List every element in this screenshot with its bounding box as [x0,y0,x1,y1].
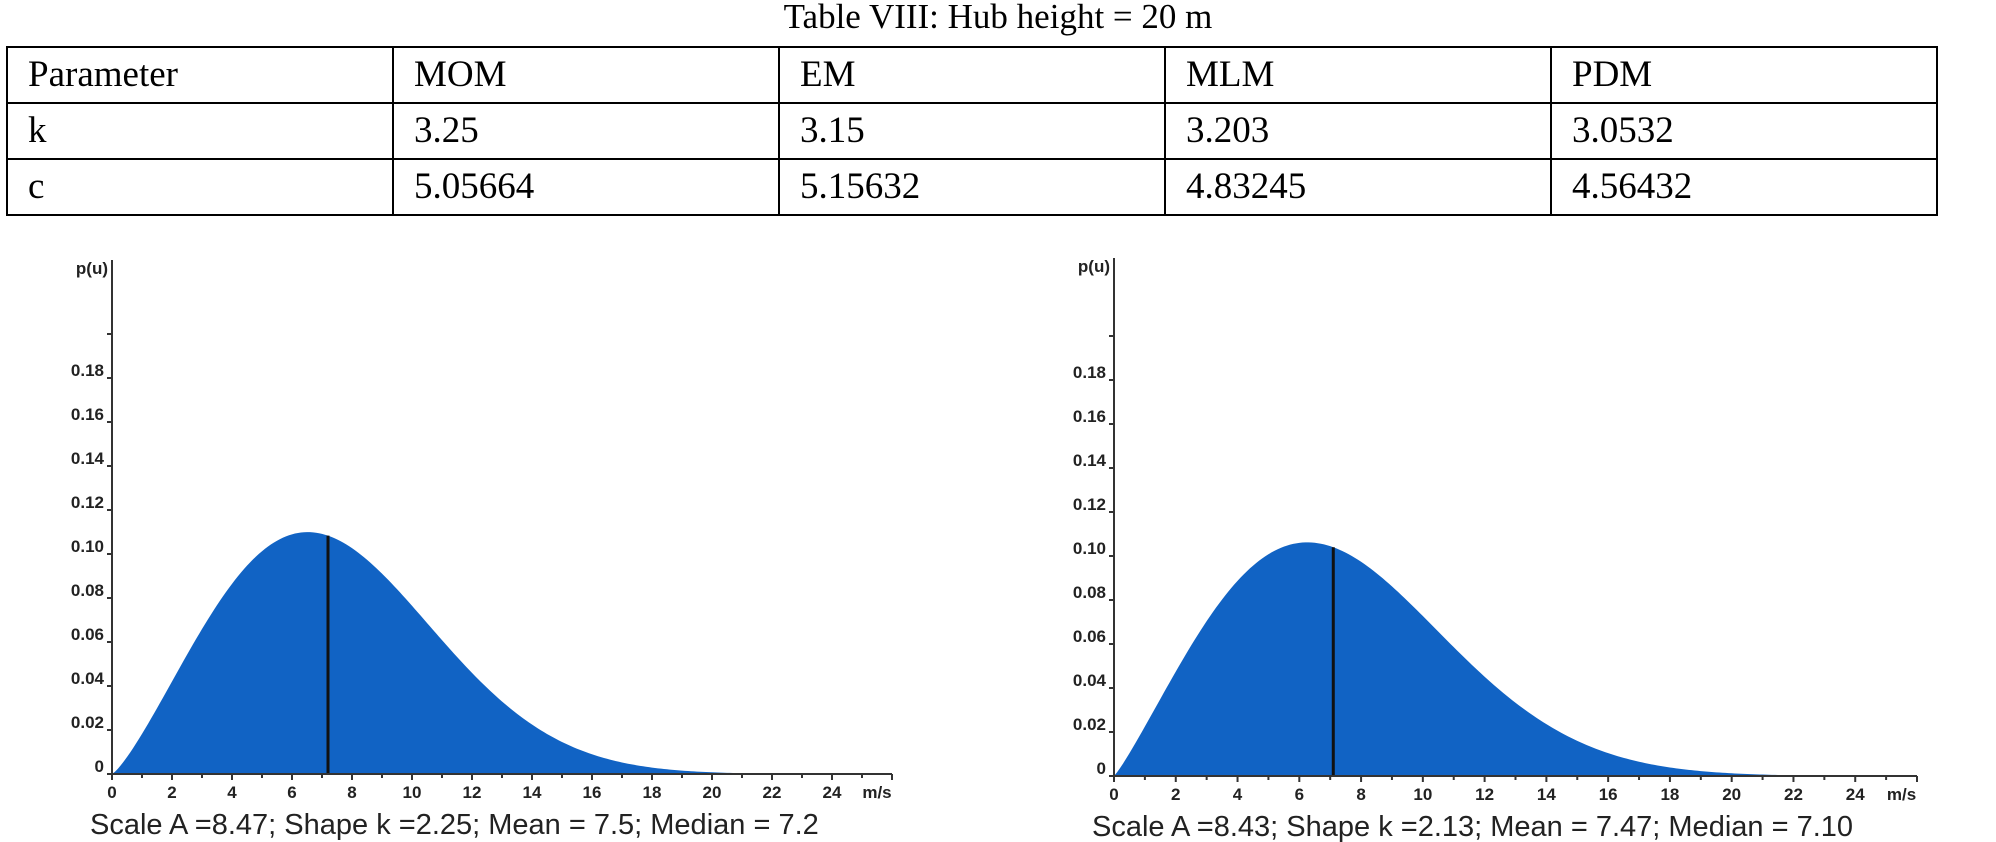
y-tick-label: 0 [1097,759,1106,778]
y-tick-label: 0.14 [1073,451,1107,470]
x-tick-label: 18 [643,783,662,802]
table-cell: 3.15 [778,102,1166,160]
table-cell: 4.56432 [1550,158,1938,216]
table-cell: 3.0532 [1550,102,1938,160]
x-tick-label: 14 [1537,785,1556,804]
y-tick-label: 0.02 [71,713,104,732]
x-tick-label: 16 [1599,785,1618,804]
header-cell-pdm: PDM [1550,46,1938,104]
x-tick-label: 22 [763,783,782,802]
x-tick-label: 22 [1784,785,1803,804]
y-tick-label: 0.04 [1073,671,1107,690]
table-cell: 5.05664 [392,158,780,216]
header-cell-parameter: Parameter [6,46,394,104]
y-tick-label: 0.08 [1073,583,1106,602]
x-tick-label: 12 [463,783,482,802]
header-cell-mom: MOM [392,46,780,104]
x-tick-label: 16 [583,783,602,802]
y-tick-label: 0.08 [71,581,104,600]
table-cell: c [6,158,394,216]
x-tick-label: 20 [703,783,722,802]
weibull-chart-right: 0 0.02 0.04 0.06 0.08 0.10 0.12 0.14 0.16 0.18 p(u… [1037,257,1957,842]
x-tick-label: 6 [287,783,296,802]
x-tick-label: 24 [823,783,842,802]
table-row-c: c 5.05664 5.15632 4.83245 4.56432 [6,158,1938,216]
x-tick-label: 2 [1171,785,1180,804]
table-header-row: Parameter MOM EM MLM PDM [6,46,1938,104]
y-tick-label: 0.18 [71,361,104,380]
x-tick-label: 10 [1413,785,1432,804]
y-tick-label: 0 [95,757,104,776]
x-unit-label: m/s [862,783,891,802]
table-cell: 4.83245 [1164,158,1552,216]
y-tick-label: 0.10 [1073,539,1106,558]
x-unit-label: m/s [1887,785,1916,804]
y-tick-label: 0.12 [1073,495,1106,514]
y-tick-label: 0.12 [71,493,104,512]
header-cell-mlm: MLM [1164,46,1552,104]
y-tick-label: 0.16 [1073,407,1106,426]
x-tick-label: 0 [1109,785,1118,804]
x-tick-label: 8 [347,783,356,802]
y-tick-label: 0.06 [1073,627,1106,646]
y-axis-label: p(u) [76,259,108,278]
parameter-table: Parameter MOM EM MLM PDM k 3.25 3.15 3.2… [6,46,1938,216]
y-tick-label: 0.10 [71,537,104,556]
table-row-k: k 3.25 3.15 3.203 3.0532 [6,102,1938,160]
x-tick-label: 10 [403,783,422,802]
table-cell: 3.203 [1164,102,1552,160]
table-cell: k [6,102,394,160]
y-tick-label: 0.18 [1073,363,1106,382]
y-tick-label: 0.14 [71,449,105,468]
y-axis-label: p(u) [1078,257,1110,276]
y-tick-label: 0.16 [71,405,104,424]
chart-caption: Scale A =8.43; Shape k =2.13; Mean = 7.4… [1092,811,1853,842]
chart-caption: Scale A =8.47; Shape k =2.25; Mean = 7.5… [90,809,819,841]
x-tick-label: 0 [107,783,116,802]
distribution-area [112,532,892,774]
x-tick-label: 4 [227,783,237,802]
x-tick-label: 18 [1660,785,1679,804]
y-tick-label: 0.06 [71,625,104,644]
weibull-chart-left-svg: 0 0.02 0.04 0.06 0.08 0.10 0.12 0.14 0.16 0.18 p(u… [71,259,893,841]
header-cell-em: EM [778,46,1166,104]
x-tick-label: 8 [1356,785,1365,804]
x-tick-label: 20 [1722,785,1741,804]
x-tick-label: 24 [1846,785,1865,804]
table-caption: Table VIII: Hub height = 20 m [783,0,1213,36]
x-tick-label: 14 [523,783,542,802]
x-tick-label: 4 [1233,785,1243,804]
distribution-area [1114,542,1917,776]
x-tick-label: 12 [1475,785,1494,804]
table-cell: 5.15632 [778,158,1166,216]
weibull-chart-right-svg: 0 0.02 0.04 0.06 0.08 0.10 0.12 0.14 0.16 0.18 p(u… [1073,257,1918,842]
y-tick-label: 0.04 [71,669,105,688]
table-cell: 3.25 [392,102,780,160]
x-tick-label: 6 [1295,785,1304,804]
weibull-chart-left: 0 0.02 0.04 0.06 0.08 0.10 0.12 0.14 0.16 0.18 p(u… [40,259,960,842]
y-tick-label: 0.02 [1073,715,1106,734]
x-tick-label: 2 [167,783,176,802]
